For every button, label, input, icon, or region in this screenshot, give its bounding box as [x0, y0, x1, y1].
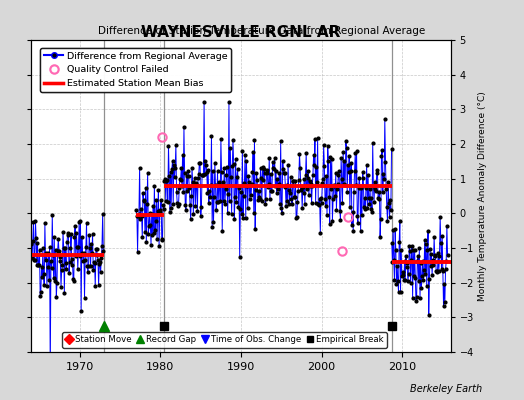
Title: WAYNESVILLE RGNL AR: WAYNESVILLE RGNL AR [141, 25, 341, 40]
Y-axis label: Monthly Temperature Anomaly Difference (°C): Monthly Temperature Anomaly Difference (… [478, 91, 487, 301]
Legend: Difference from Regional Average, Quality Control Failed, Estimated Station Mean: Difference from Regional Average, Qualit… [40, 48, 231, 92]
Text: Berkeley Earth: Berkeley Earth [410, 384, 482, 394]
Text: Difference of Station Temperature Data from Regional Average: Difference of Station Temperature Data f… [99, 26, 425, 36]
